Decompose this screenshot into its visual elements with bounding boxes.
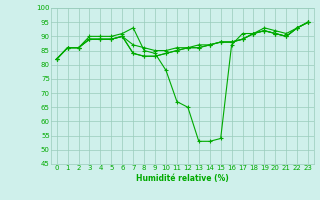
X-axis label: Humidité relative (%): Humidité relative (%) xyxy=(136,174,229,183)
